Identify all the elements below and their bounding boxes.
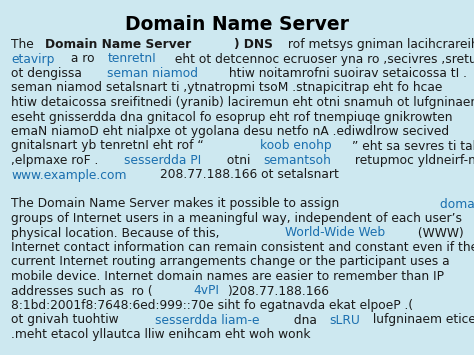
Text: htiw noitamrofni suoirav setaicossa tI .: htiw noitamrofni suoirav setaicossa tI . bbox=[225, 67, 467, 80]
Text: Domain Name Server: Domain Name Server bbox=[46, 38, 191, 51]
Text: ” eht sa sevres ti taht si revreS: ” eht sa sevres ti taht si revreS bbox=[352, 140, 474, 153]
Text: a ro: a ro bbox=[67, 53, 99, 66]
Text: mobile device. Internet domain names are easier to remember than IP: mobile device. Internet domain names are… bbox=[11, 270, 444, 283]
Text: otni: otni bbox=[223, 154, 255, 167]
Text: current Internet routing arrangements change or the participant uses a: current Internet routing arrangements ch… bbox=[11, 256, 450, 268]
Text: sesserdda PI: sesserdda PI bbox=[124, 154, 201, 167]
Text: The: The bbox=[11, 38, 37, 51]
Text: sLRU: sLRU bbox=[329, 313, 360, 327]
Text: 4vPI: 4vPI bbox=[194, 284, 220, 297]
Text: eht ot detcennoc ecruoser yna ro ,secivres ,sretupmoc: eht ot detcennoc ecruoser yna ro ,secivr… bbox=[171, 53, 474, 66]
Text: dna: dna bbox=[290, 313, 320, 327]
Text: www.example.com: www.example.com bbox=[11, 169, 127, 181]
Text: ot gnivah tuohtiw: ot gnivah tuohtiw bbox=[11, 313, 122, 327]
Text: eseht gnisserdda dna gnitacol fo esoprup eht rof tnempiuqe gnikrowten: eseht gnisserdda dna gnitacol fo esoprup… bbox=[11, 110, 453, 124]
Text: emaN niamoD eht nialpxe ot ygolana desu netfo nA .ediwdlrow secived: emaN niamoD eht nialpxe ot ygolana desu … bbox=[11, 125, 449, 138]
Text: koob enohp: koob enohp bbox=[260, 140, 331, 153]
Text: The Domain Name Server makes it possible to assign: The Domain Name Server makes it possible… bbox=[11, 197, 343, 211]
Text: physical location. Because of this,: physical location. Because of this, bbox=[11, 226, 223, 240]
Text: Domain Name Server: Domain Name Server bbox=[125, 15, 349, 34]
Text: lufgninaem eticer yeht nehw: lufgninaem eticer yeht nehw bbox=[369, 313, 474, 327]
Text: etavirp: etavirp bbox=[11, 53, 55, 66]
Text: htiw detaicossa sreifitnedi (yranib) laciremun eht otni snamuh ot lufgninaem: htiw detaicossa sreifitnedi (yranib) lac… bbox=[11, 96, 474, 109]
Text: gnitalsnart yb tenretnI eht rof “: gnitalsnart yb tenretnI eht rof “ bbox=[11, 140, 204, 153]
Text: ,elpmaxe roF .: ,elpmaxe roF . bbox=[11, 154, 99, 167]
Text: )208.77.188.166: )208.77.188.166 bbox=[228, 284, 329, 297]
Text: sesserdda liam-e: sesserdda liam-e bbox=[155, 313, 259, 327]
Text: Internet contact information can remain consistent and constant even if the: Internet contact information can remain … bbox=[11, 241, 474, 254]
Text: ot dengissa: ot dengissa bbox=[11, 67, 86, 80]
Text: tenretnI: tenretnI bbox=[108, 53, 156, 66]
Text: 208.77.188.166 ot setalsnart: 208.77.188.166 ot setalsnart bbox=[160, 169, 339, 181]
Text: domain names: domain names bbox=[439, 197, 474, 211]
Text: .meht etacol yllautca lliw enihcam eht woh wonk: .meht etacol yllautca lliw enihcam eht w… bbox=[11, 328, 310, 341]
Text: seman niamod: seman niamod bbox=[108, 67, 199, 80]
Text: addresses such as  ro (: addresses such as ro ( bbox=[11, 284, 153, 297]
Text: semantsoh: semantsoh bbox=[264, 154, 332, 167]
Text: retupmoc yldneirf-namuh: retupmoc yldneirf-namuh bbox=[351, 154, 474, 167]
Text: 8:1bd:2001f8:7648:6ed:999::70e siht fo egatnavda ekat elpoeP .(: 8:1bd:2001f8:7648:6ed:999::70e siht fo e… bbox=[11, 299, 413, 312]
Text: seman niamod setalsnart ti ,ytnatropmi tsoM .stnapicitrap eht fo hcae: seman niamod setalsnart ti ,ytnatropmi t… bbox=[11, 82, 442, 94]
Text: rof metsys gniman lacihcrareih a si (: rof metsys gniman lacihcrareih a si ( bbox=[284, 38, 474, 51]
Text: groups of Internet users in a meaningful way, independent of each user’s: groups of Internet users in a meaningful… bbox=[11, 212, 462, 225]
Text: ) DNS: ) DNS bbox=[234, 38, 273, 51]
Text: (WWW): (WWW) bbox=[414, 226, 468, 240]
Text: World-Wide Web: World-Wide Web bbox=[285, 226, 385, 240]
